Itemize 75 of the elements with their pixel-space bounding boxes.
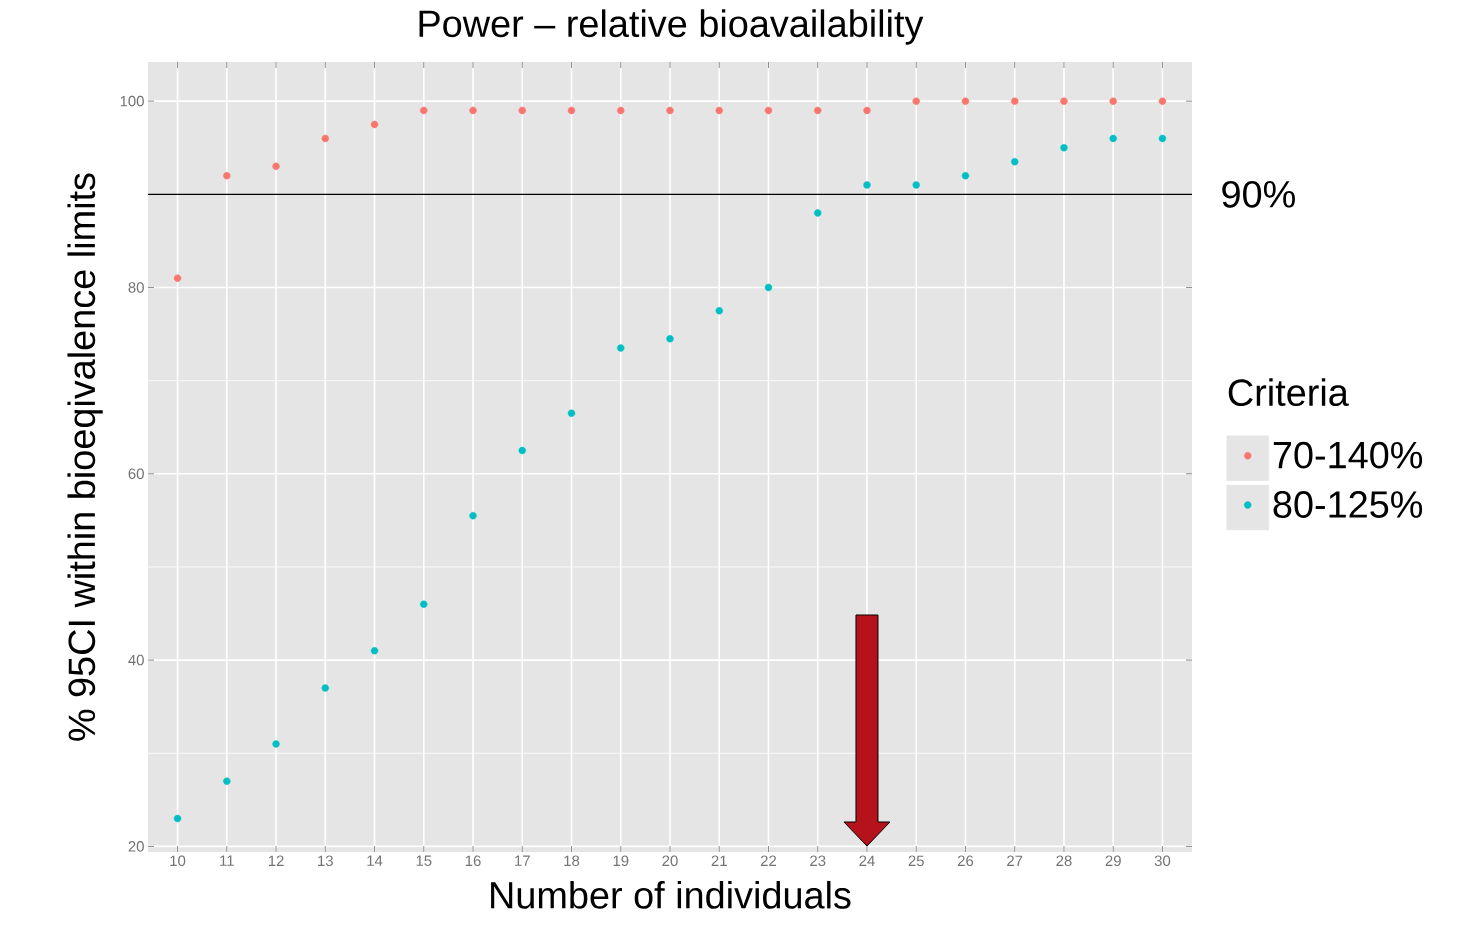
point: [764, 283, 773, 292]
point: [912, 97, 920, 105]
point: [1011, 157, 1019, 166]
x-tick-label: 27: [1007, 855, 1023, 866]
x-axis-title: Number of individuals: [491, 880, 851, 909]
point: [420, 600, 428, 608]
point: [469, 106, 477, 115]
point: [223, 777, 231, 785]
point: [1109, 134, 1117, 143]
y-axis-title: % 95CI within bioeqivalence limits: [67, 173, 103, 741]
x-tick-label: 26: [957, 855, 974, 867]
x-tick-label: 24: [859, 855, 875, 866]
x-tick-label: 20: [662, 855, 678, 867]
x-tick-label: 19: [613, 855, 629, 867]
point: [764, 106, 773, 115]
x-tick-label: 22: [760, 855, 777, 866]
point: [666, 334, 674, 343]
point: [370, 120, 379, 129]
point: [370, 647, 379, 655]
point: [617, 344, 625, 352]
x-tick-label: 17: [515, 855, 530, 866]
point: [617, 106, 625, 115]
y-tick-label: 40: [128, 654, 144, 666]
point: [518, 446, 526, 455]
x-tick-label: 14: [367, 855, 383, 866]
point: [715, 106, 723, 115]
point: [863, 106, 871, 115]
x-tick-label: 21: [711, 855, 727, 866]
point: [863, 181, 871, 189]
legend-title: Criteria: [1228, 378, 1349, 407]
x-tick-label: 12: [268, 855, 284, 866]
point: [173, 814, 182, 823]
y-tick-label: 60: [128, 468, 144, 480]
point: [814, 209, 822, 217]
point: [1158, 97, 1167, 105]
legend-label: 70-140%: [1273, 441, 1423, 469]
point: [1060, 144, 1068, 152]
x-tick-label: 15: [416, 855, 432, 866]
point: [961, 171, 970, 180]
y-tick-label: 20: [128, 841, 144, 852]
point: [272, 740, 280, 748]
x-tick-label: 10: [170, 855, 186, 867]
y-tick-label: 80: [128, 282, 144, 293]
y-tick-label: 100: [120, 95, 144, 107]
point: [223, 171, 231, 180]
point: [272, 162, 280, 171]
point: [1060, 97, 1068, 105]
point: [1109, 97, 1117, 105]
x-tick-label: 30: [1154, 855, 1171, 867]
point: [567, 409, 576, 417]
point: [321, 134, 329, 143]
x-tick-label: 16: [465, 855, 481, 867]
point: [420, 106, 428, 115]
point: [321, 684, 329, 692]
x-tick-label: 18: [564, 855, 580, 867]
x-tick-label: 29: [1105, 855, 1121, 867]
point: [1158, 134, 1167, 143]
x-tick-label: 28: [1056, 855, 1072, 867]
x-tick-label: 23: [810, 855, 826, 867]
chart-title: Power – relative bioavailability: [419, 9, 924, 45]
point: [961, 97, 970, 105]
point: [469, 511, 477, 520]
point: [1011, 97, 1019, 105]
point: [567, 106, 576, 115]
x-tick-label: 11: [220, 855, 234, 866]
point: [666, 106, 674, 115]
x-tick-label: 13: [318, 855, 333, 867]
ref-line-label: 90%: [1222, 180, 1295, 208]
x-tick-label: 25: [908, 855, 924, 867]
legend-label: 80-125%: [1273, 491, 1423, 518]
point: [912, 181, 920, 189]
point: [715, 307, 723, 315]
point: [173, 274, 182, 282]
point: [518, 106, 526, 115]
point: [814, 106, 822, 115]
